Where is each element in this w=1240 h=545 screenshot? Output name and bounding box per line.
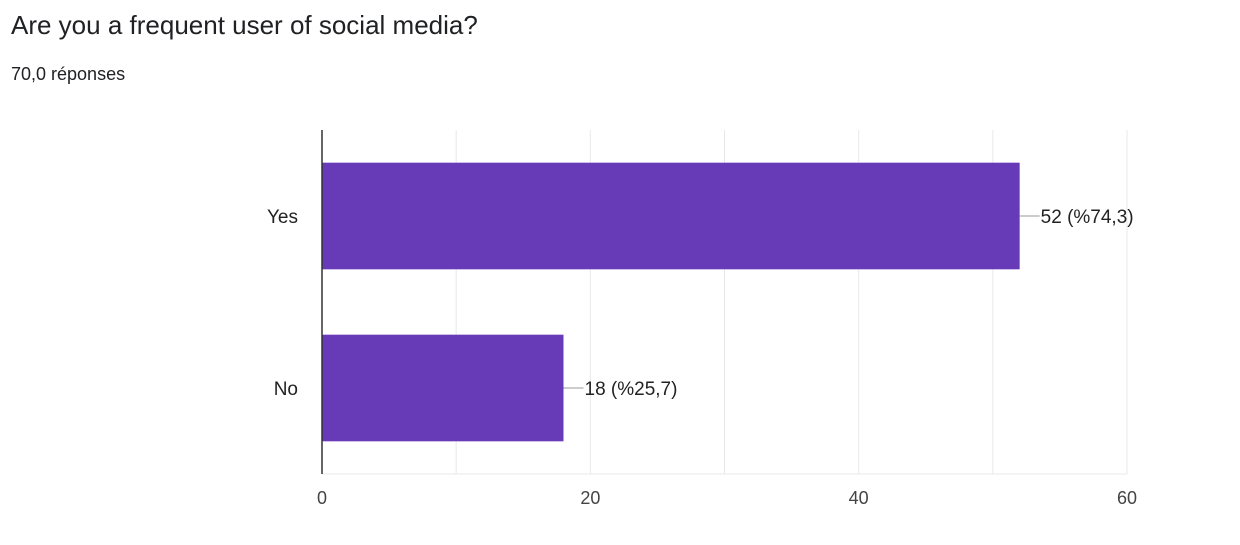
data-label: 52 (%74,3) [1041, 207, 1134, 228]
labels: Yes 52 (%74,3) No 18 (%25,7) 0 20 40 60 [267, 207, 1137, 508]
data-label: 18 (%25,7) [585, 379, 678, 400]
x-tick-label: 0 [317, 488, 327, 508]
x-tick-label: 40 [849, 488, 869, 508]
question-title: Are you a frequent user of social media? [11, 10, 478, 40]
bars [322, 162, 1020, 442]
x-tick-label: 60 [1117, 488, 1137, 508]
bar-no [322, 334, 564, 442]
response-count: 70,0 réponses [11, 64, 126, 84]
category-label: No [274, 379, 298, 400]
bar-yes [322, 162, 1020, 270]
category-label: Yes [267, 207, 298, 228]
x-tick-label: 20 [580, 488, 600, 508]
